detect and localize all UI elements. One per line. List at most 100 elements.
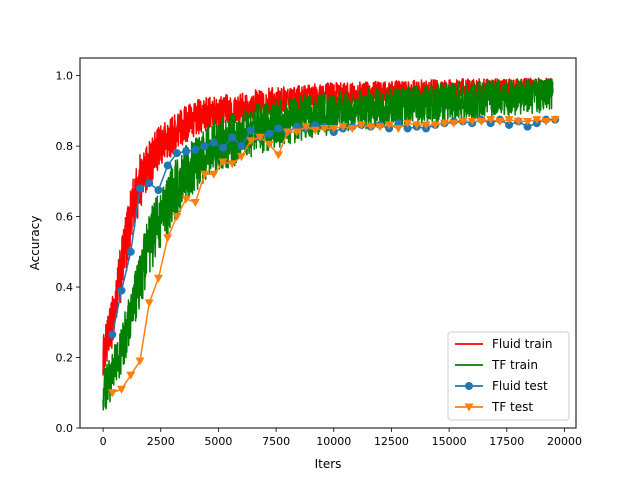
data-point bbox=[200, 170, 210, 179]
data-point bbox=[108, 330, 117, 339]
legend-label: Fluid test bbox=[492, 379, 548, 393]
legend-marker bbox=[465, 382, 473, 390]
data-point bbox=[283, 128, 293, 137]
data-point bbox=[505, 120, 514, 129]
data-point bbox=[219, 143, 228, 152]
data-point bbox=[366, 123, 376, 132]
plot-frame bbox=[79, 57, 577, 429]
data-point bbox=[135, 357, 145, 366]
data-point bbox=[237, 142, 246, 151]
y-tick-label: 1.0 bbox=[56, 70, 74, 83]
data-point bbox=[117, 385, 127, 394]
data-point bbox=[495, 117, 505, 126]
x-tick-label: 2500 bbox=[147, 435, 175, 448]
series-line-tf-train bbox=[102, 78, 554, 411]
data-point bbox=[265, 129, 274, 138]
data-point bbox=[227, 160, 237, 169]
data-point bbox=[126, 247, 135, 256]
data-point bbox=[153, 274, 163, 283]
data-point bbox=[172, 149, 181, 158]
data-point bbox=[329, 124, 339, 133]
data-point bbox=[310, 126, 320, 135]
data-point bbox=[209, 170, 219, 179]
data-point bbox=[135, 184, 144, 193]
data-point bbox=[301, 123, 311, 132]
data-point bbox=[467, 117, 477, 126]
data-point bbox=[273, 151, 283, 160]
x-tick-label: 15000 bbox=[432, 435, 467, 448]
data-point bbox=[181, 195, 191, 204]
data-point bbox=[356, 121, 366, 130]
data-point bbox=[504, 116, 514, 125]
data-point bbox=[440, 119, 450, 128]
data-point bbox=[347, 124, 357, 133]
data-point bbox=[393, 124, 403, 133]
data-point bbox=[163, 161, 172, 170]
legend-label: TF test bbox=[491, 400, 533, 414]
x-tick-label: 0 bbox=[100, 435, 107, 448]
data-point bbox=[117, 286, 126, 295]
data-point bbox=[375, 123, 385, 132]
data-point bbox=[200, 142, 209, 151]
data-point bbox=[126, 371, 136, 380]
data-point bbox=[476, 117, 486, 126]
data-point bbox=[421, 121, 431, 130]
data-point bbox=[449, 119, 459, 128]
data-point bbox=[274, 124, 283, 133]
data-point bbox=[218, 158, 228, 167]
data-point bbox=[320, 124, 330, 133]
y-axis-label: Accuracy bbox=[28, 216, 42, 271]
data-point bbox=[246, 126, 255, 135]
data-point bbox=[458, 117, 468, 126]
y-axis: 0.0 0.2 0.4 0.6 0.8 1.0 bbox=[56, 70, 80, 435]
legend: Fluid train TF train Fluid test TF test bbox=[447, 331, 570, 421]
data-point bbox=[144, 299, 154, 308]
data-point bbox=[513, 117, 523, 126]
data-point bbox=[550, 116, 560, 125]
data-point bbox=[236, 153, 246, 162]
x-tick-label: 12500 bbox=[374, 435, 409, 448]
legend-item-tf-test: TF test bbox=[455, 400, 533, 414]
legend-label: Fluid train bbox=[492, 337, 553, 351]
data-point bbox=[403, 124, 412, 133]
legend-marker bbox=[464, 403, 474, 412]
data-point bbox=[523, 122, 532, 131]
data-point bbox=[154, 186, 163, 195]
data-point bbox=[541, 117, 551, 126]
data-point bbox=[182, 147, 191, 156]
data-point bbox=[486, 116, 496, 125]
x-tick-label: 7500 bbox=[262, 435, 290, 448]
y-tick-label: 0.0 bbox=[56, 422, 74, 435]
data-point bbox=[190, 198, 200, 207]
x-axis-label: Iters bbox=[315, 457, 342, 471]
x-axis: 0 2500 5000 7500 10000 12500 15000 17500 20000 bbox=[100, 428, 582, 448]
data-point bbox=[264, 140, 274, 149]
data-point bbox=[384, 121, 394, 130]
data-point bbox=[403, 119, 413, 128]
data-point bbox=[107, 389, 117, 398]
x-tick-label: 20000 bbox=[547, 435, 582, 448]
data-point bbox=[292, 128, 302, 137]
data-point bbox=[145, 179, 154, 188]
legend-box bbox=[447, 331, 570, 421]
legend-item-fluid-test: Fluid test bbox=[455, 379, 548, 393]
y-tick-label: 0.8 bbox=[56, 140, 74, 153]
x-tick-label: 10000 bbox=[316, 435, 351, 448]
data-point bbox=[523, 117, 533, 126]
legend-label: TF train bbox=[491, 358, 538, 372]
data-point bbox=[163, 234, 173, 243]
x-tick-label: 17500 bbox=[489, 435, 524, 448]
legend-item-tf-train: TF train bbox=[455, 358, 538, 372]
data-point bbox=[338, 123, 348, 132]
series-tf-train bbox=[102, 78, 554, 411]
data-point bbox=[191, 145, 200, 154]
data-point bbox=[430, 121, 440, 130]
data-point bbox=[228, 133, 237, 142]
data-point bbox=[172, 213, 182, 222]
legend-item-fluid-train: Fluid train bbox=[455, 337, 553, 351]
data-point bbox=[412, 121, 422, 130]
series-tf-test bbox=[107, 116, 560, 398]
data-point bbox=[255, 133, 265, 142]
y-tick-label: 0.2 bbox=[56, 352, 74, 365]
